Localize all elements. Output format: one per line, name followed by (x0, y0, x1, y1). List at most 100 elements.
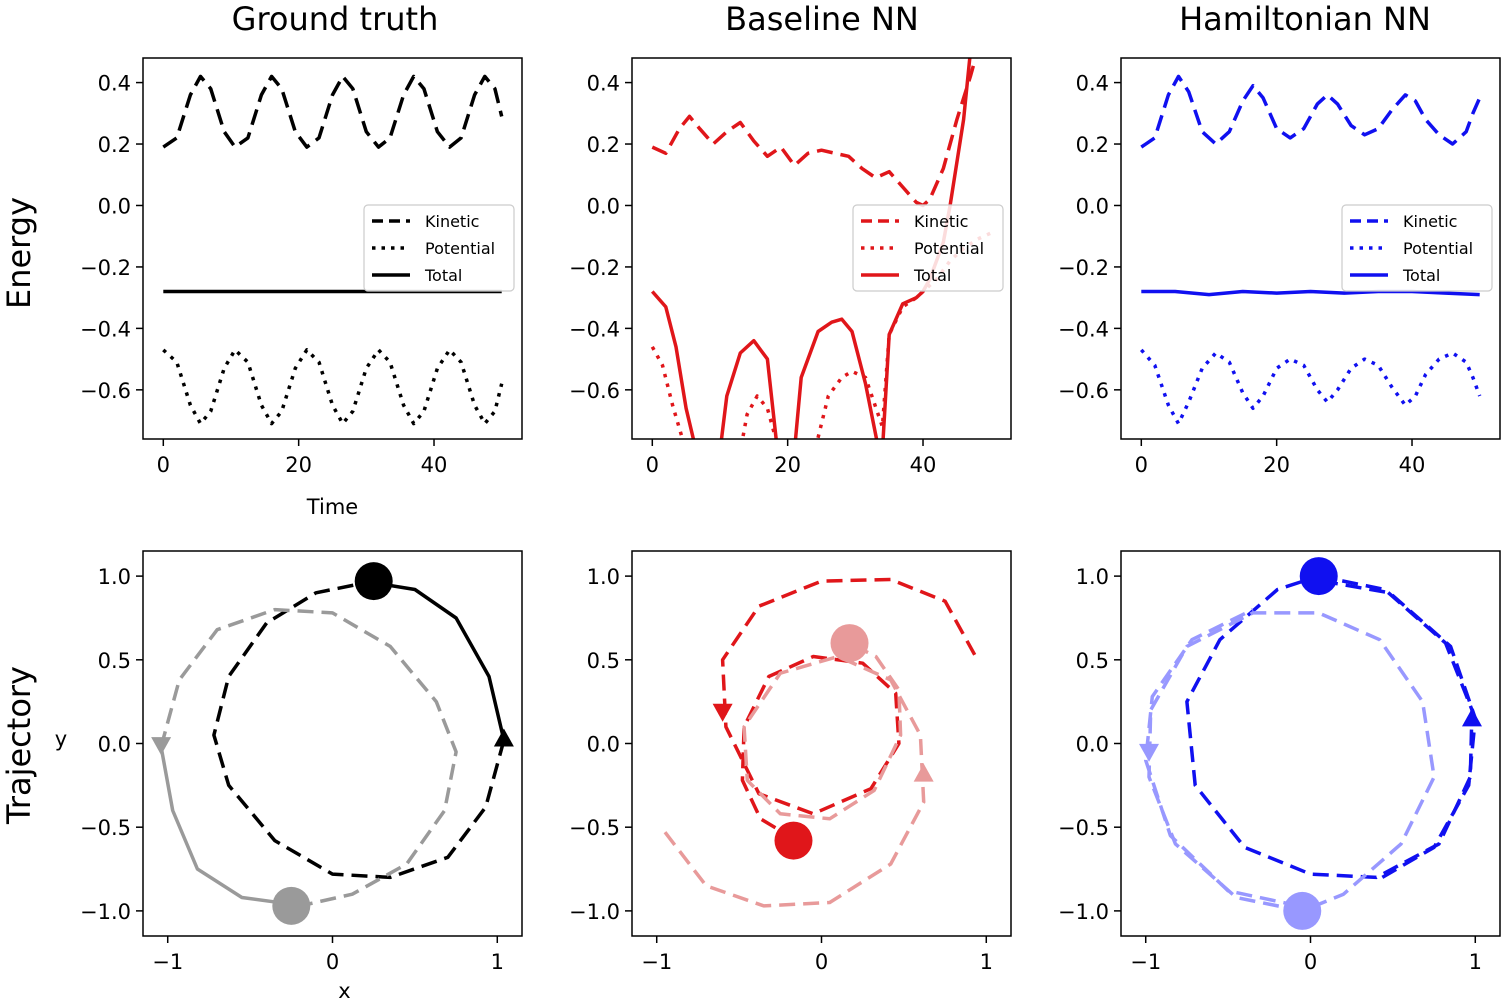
x-tick-label: 0 (326, 950, 339, 974)
y-tick-label: −1.0 (80, 900, 131, 924)
legend-label: Potential (1403, 239, 1473, 258)
direction-marker-triangle-up (913, 763, 934, 782)
y-tick-label: 0.0 (1076, 194, 1109, 218)
y-tick-label: 0.0 (1076, 733, 1109, 757)
y-tick-label: −0.6 (1058, 379, 1109, 403)
body-marker (1283, 891, 1322, 930)
legend-box (852, 204, 1004, 292)
legend-label: Kinetic (425, 212, 479, 231)
axes-frame (1120, 57, 1501, 440)
x-tick-label: 40 (910, 453, 937, 477)
body-marker (774, 821, 813, 860)
y-axis-label: y (55, 727, 67, 751)
series-line-kinetic (651, 58, 978, 208)
series-line-body2-path-2 (1143, 608, 1300, 908)
x-tick-label: 1 (1469, 950, 1482, 974)
y-tick-label: 0.4 (98, 72, 131, 96)
x-tick-label: 0 (1304, 950, 1317, 974)
figure-titles: Ground truth Baseline NN Hamiltonian NN … (0, 0, 1431, 825)
legend-label: Total (913, 266, 951, 285)
y-tick-label: −0.2 (569, 256, 620, 280)
direction-marker-triangle-up (1461, 708, 1482, 727)
axes-frame (631, 57, 1012, 440)
y-tick-label: −0.5 (80, 816, 131, 840)
legend-label: Potential (914, 239, 984, 258)
x-tick-label: 0 (646, 453, 659, 477)
series-line-potential (1139, 348, 1482, 426)
series-line-total (1141, 289, 1480, 297)
y-tick-label: 0.0 (587, 194, 620, 218)
direction-marker-triangle-up (493, 728, 514, 747)
legend-label: Kinetic (914, 212, 968, 231)
x-tick-label: 40 (421, 453, 448, 477)
y-tick-label: 0.0 (587, 733, 620, 757)
axes-frame (1120, 550, 1501, 937)
y-tick-label: −1.0 (1058, 900, 1109, 924)
panel-trajectory-baseline: −1 0 1 1.0 0.5 0.0 −0.5 −1.0 (569, 550, 1012, 974)
legend-box (1341, 204, 1493, 292)
y-tick-label: 0.4 (587, 72, 620, 96)
series-group (1143, 574, 1478, 913)
col-title-hamiltonian: Hamiltonian NN (1179, 0, 1431, 38)
x-tick-label: −1 (641, 950, 672, 974)
series-line-kinetic (1140, 74, 1482, 149)
axes-frame (631, 550, 1012, 937)
y-tick-label: −0.4 (80, 317, 131, 341)
legend-label: Kinetic (1403, 212, 1457, 231)
panels: 0 20 40 0.4 0.2 0.0 −0.2 −0.4 −0.6 Time Kinetic Pot… (55, 57, 1501, 1000)
col-title-ground-truth: Ground truth (232, 0, 439, 38)
direction-marker-triangle-down (151, 737, 172, 756)
x-tick-label: 0 (157, 453, 170, 477)
x-tick-label: 20 (1263, 453, 1290, 477)
series-group (663, 577, 977, 908)
legend-box (363, 204, 515, 292)
x-axis-label: x (338, 979, 350, 1000)
legend-label: Total (424, 266, 462, 285)
series-group (1139, 74, 1482, 426)
direction-marker-triangle-down (712, 703, 733, 722)
x-tick-label: 1 (980, 950, 993, 974)
series-line-body2-past (159, 746, 292, 906)
panel-trajectory-hamiltonian: −1 0 1 1.0 0.5 0.0 −0.5 −1.0 (1058, 550, 1501, 974)
x-tick-label: 40 (1399, 453, 1426, 477)
legend-label: Total (1402, 266, 1440, 285)
series-group (159, 581, 506, 906)
series-line-body1-past (373, 581, 506, 741)
x-tick-label: −1 (1130, 950, 1161, 974)
series-line-body1-path (720, 577, 977, 842)
legend: Kinetic Potential Total (1341, 204, 1493, 292)
y-tick-label: 0.2 (98, 133, 131, 157)
axes-frame (142, 550, 523, 937)
y-tick-label: −0.4 (569, 317, 620, 341)
y-tick-label: −0.2 (80, 256, 131, 280)
body-marker (272, 886, 311, 925)
row-title-energy: Energy (0, 197, 38, 309)
panel-energy-hamiltonian: 0 20 40 0.4 0.2 0.0 −0.2 −0.4 −0.6 Kinetic Potenti… (1058, 57, 1501, 477)
y-tick-label: −0.6 (80, 379, 131, 403)
axes-frame (142, 57, 523, 440)
x-tick-label: 20 (774, 453, 801, 477)
direction-marker-triangle-down (1139, 743, 1160, 762)
y-tick-label: 1.0 (98, 565, 131, 589)
series-line-body2-path (663, 641, 926, 908)
y-tick-label: 0.5 (98, 649, 131, 673)
series-line-body2-path (1147, 611, 1436, 913)
y-tick-label: 0.4 (1076, 72, 1109, 96)
y-tick-label: −0.6 (569, 379, 620, 403)
y-tick-label: 0.5 (1076, 649, 1109, 673)
panel-trajectory-ground-truth: −1 0 1 1.0 0.5 0.0 −0.5 −1.0 x y (55, 550, 523, 1000)
x-tick-label: 0 (815, 950, 828, 974)
panel-energy-baseline: 0 20 40 0.4 0.2 0.0 −0.2 −0.4 −0.6 Kinetic Potenti… (569, 57, 1012, 477)
series-line-body1-future (212, 581, 506, 880)
y-tick-label: 1.0 (1076, 565, 1109, 589)
x-tick-label: 20 (285, 453, 312, 477)
y-tick-label: −1.0 (569, 900, 620, 924)
y-tick-label: −0.5 (569, 816, 620, 840)
y-tick-label: 0.2 (1076, 133, 1109, 157)
series-line-body1-path (1185, 574, 1474, 880)
x-tick-label: 0 (1135, 453, 1148, 477)
y-tick-label: 0.0 (98, 733, 131, 757)
y-tick-label: 0.2 (587, 133, 620, 157)
legend-label: Potential (425, 239, 495, 258)
